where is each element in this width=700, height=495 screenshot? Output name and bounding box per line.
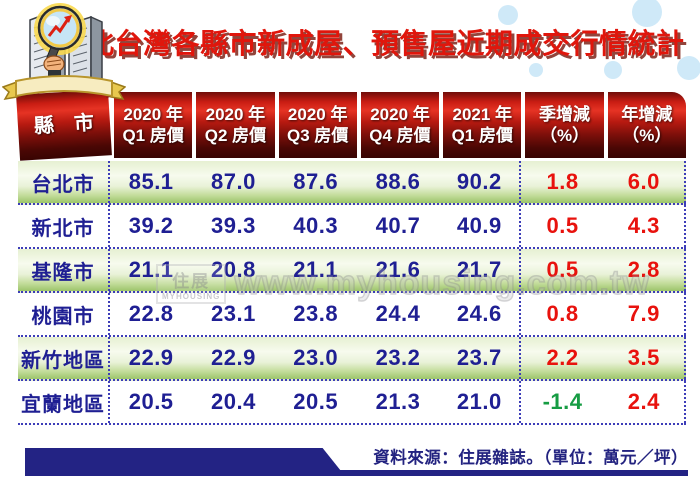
yoy-cell: 7.9 bbox=[604, 293, 686, 335]
header-2020q2: 2020 年 Q2 房價 bbox=[196, 92, 275, 158]
price-cell: 23.7 bbox=[439, 337, 522, 379]
price-cell: 22.9 bbox=[211, 345, 256, 370]
row-label: 新北市 bbox=[18, 205, 110, 247]
price-cell: 24.4 bbox=[375, 301, 421, 326]
qoq-cell: 1.8 bbox=[546, 169, 579, 194]
page-title: 北台灣各縣市新成屋、預售屋近期成交行情統計 bbox=[86, 28, 685, 59]
header-yoy-change: 年增減 （%） bbox=[607, 92, 686, 158]
price-cell: 21.3 bbox=[375, 389, 421, 414]
price-cell: 23.1 bbox=[211, 301, 256, 326]
table-row-taipei: 台北市 85.1 87.0 87.6 88.6 90.2 1.8 6.0 bbox=[18, 161, 686, 205]
qoq-cell: 0.5 bbox=[546, 257, 579, 282]
qoq-cell: 0.8 bbox=[546, 301, 579, 326]
price-cell: 40.9 bbox=[439, 205, 522, 247]
price-cell: 87.6 bbox=[293, 169, 339, 194]
table-row-newtaipei: 新北市 39.2 39.3 40.3 40.7 40.9 0.5 4.3 bbox=[18, 205, 686, 249]
header-2020q1: 2020 年 Q1 房價 bbox=[114, 92, 193, 158]
bubble-decoration bbox=[604, 61, 622, 79]
price-cell: 40.7 bbox=[375, 213, 421, 238]
row-label: 宜蘭地區 bbox=[18, 381, 110, 423]
price-cell: 20.5 bbox=[128, 389, 174, 414]
price-cell: 87.0 bbox=[211, 169, 256, 194]
table-row-yilan: 宜蘭地區 20.5 20.4 20.5 21.3 21.0 -1.4 2.4 bbox=[18, 381, 686, 425]
row-label: 桃園市 bbox=[18, 293, 110, 335]
table-row-hsinchu: 新竹地區 22.9 22.9 23.0 23.2 23.7 2.2 3.5 bbox=[18, 337, 686, 381]
price-cell: 39.3 bbox=[211, 213, 256, 238]
header-county-label: 縣 市 bbox=[33, 111, 95, 138]
header-2020q4: 2020 年 Q4 房價 bbox=[360, 92, 440, 158]
bubble-decoration bbox=[498, 5, 518, 25]
price-cell: 90.2 bbox=[439, 161, 522, 203]
yoy-cell: 2.8 bbox=[604, 249, 686, 291]
table-row-keelung: 基隆市 21.1 20.8 21.1 21.6 21.7 0.5 2.8 bbox=[18, 249, 686, 293]
bubble-decoration bbox=[529, 63, 543, 77]
price-cell: 20.5 bbox=[293, 389, 339, 414]
price-cell: 22.9 bbox=[128, 345, 174, 370]
price-cell: 21.7 bbox=[439, 249, 522, 291]
header-2020q3: 2020 年 Q3 房價 bbox=[278, 92, 357, 158]
price-cell: 24.6 bbox=[439, 293, 522, 335]
price-cell: 21.6 bbox=[375, 257, 421, 282]
header-2021q1: 2021 年 Q1 房價 bbox=[443, 92, 522, 158]
qoq-cell: 2.2 bbox=[546, 345, 579, 370]
magnifier-buildings-logo-icon bbox=[1, 0, 127, 110]
row-label: 新竹地區 bbox=[18, 337, 110, 379]
price-cell: 23.8 bbox=[293, 301, 339, 326]
price-cell: 21.1 bbox=[293, 257, 339, 282]
header-qoq-change: 季增減 （%） bbox=[525, 92, 604, 158]
yoy-cell: 2.4 bbox=[604, 381, 686, 423]
qoq-cell: -1.4 bbox=[542, 389, 583, 414]
price-cell: 40.3 bbox=[293, 213, 339, 238]
price-cell: 20.8 bbox=[211, 257, 256, 282]
price-cell: 23.2 bbox=[375, 345, 421, 370]
price-cell: 21.0 bbox=[439, 381, 522, 423]
yoy-cell: 6.0 bbox=[604, 161, 686, 203]
row-label: 台北市 bbox=[18, 161, 110, 203]
price-cell: 21.1 bbox=[128, 257, 174, 282]
bubble-decoration bbox=[632, 0, 662, 27]
bubble-decoration bbox=[677, 56, 700, 80]
price-cell: 22.8 bbox=[128, 301, 174, 326]
footer-line-decoration bbox=[330, 470, 688, 476]
table-body: 台北市 85.1 87.0 87.6 88.6 90.2 1.8 6.0 新北市… bbox=[18, 161, 686, 425]
footer-bar-decoration bbox=[25, 448, 345, 476]
price-cell: 23.0 bbox=[293, 345, 339, 370]
data-source-note: 資料來源：住展雜誌。（單位：萬元／坪） bbox=[373, 449, 688, 467]
yoy-cell: 3.5 bbox=[604, 337, 686, 379]
qoq-cell: 0.5 bbox=[546, 213, 579, 238]
table-header: 縣 市 2020 年 Q1 房價 2020 年 Q2 房價 2020 年 Q3 … bbox=[16, 89, 686, 161]
yoy-cell: 4.3 bbox=[604, 205, 686, 247]
table-row-taoyuan: 桃園市 22.8 23.1 23.8 24.4 24.6 0.8 7.9 bbox=[18, 293, 686, 337]
price-cell: 20.4 bbox=[211, 389, 256, 414]
price-cell: 39.2 bbox=[128, 213, 174, 238]
price-cell: 85.1 bbox=[128, 169, 174, 194]
row-label: 基隆市 bbox=[18, 249, 110, 291]
price-cell: 88.6 bbox=[375, 169, 421, 194]
